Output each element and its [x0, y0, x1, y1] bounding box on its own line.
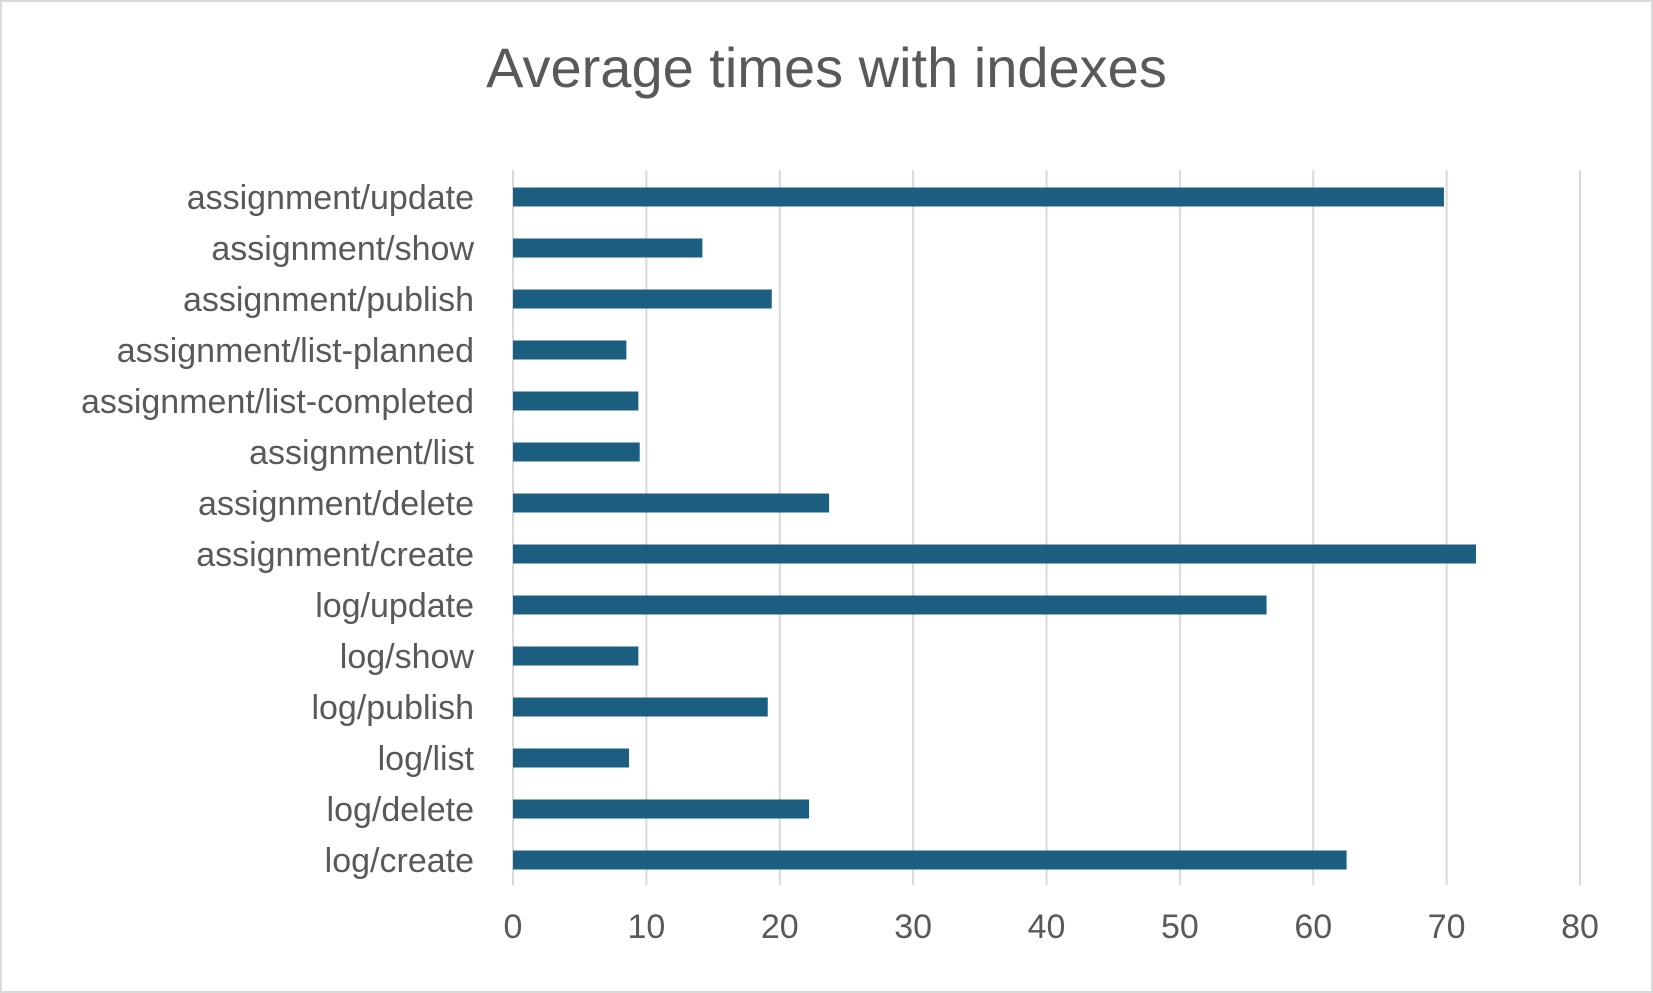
x-tick-label: 30 — [894, 908, 932, 946]
x-tick-label: 40 — [1028, 908, 1066, 946]
x-tick-label: 20 — [761, 908, 799, 946]
bar — [513, 646, 639, 666]
bar — [513, 850, 1347, 870]
category-label: log/create — [325, 842, 474, 880]
bar — [513, 595, 1267, 615]
bar — [513, 493, 830, 513]
category-label: log/publish — [311, 689, 474, 727]
category-label: assignment/create — [196, 536, 474, 574]
bar — [513, 289, 772, 309]
bar — [513, 187, 1444, 207]
bar — [513, 238, 703, 258]
x-tick-label: 10 — [627, 908, 665, 946]
bar — [513, 748, 630, 768]
category-label: assignment/delete — [198, 485, 474, 523]
x-tick-label: 70 — [1428, 908, 1466, 946]
x-tick-label: 60 — [1294, 908, 1332, 946]
bar — [513, 544, 1476, 564]
category-label: assignment/update — [187, 179, 474, 217]
bar — [513, 391, 639, 411]
x-tick-label: 0 — [504, 908, 523, 946]
category-label: log/delete — [327, 791, 474, 829]
bar — [513, 442, 640, 462]
chart-title: Average times with indexes — [486, 36, 1167, 99]
category-label: assignment/list-planned — [117, 332, 474, 370]
category-label: assignment/list-completed — [81, 383, 474, 421]
x-tick-label: 80 — [1561, 908, 1599, 946]
category-label: log/show — [340, 638, 475, 676]
category-label: assignment/publish — [183, 281, 474, 319]
category-label: assignment/list — [249, 434, 474, 472]
category-label: assignment/show — [211, 230, 474, 268]
category-label: log/update — [315, 587, 474, 625]
category-label: log/list — [378, 740, 475, 778]
bar — [513, 340, 627, 360]
bar — [513, 697, 768, 717]
x-tick-label: 50 — [1161, 908, 1199, 946]
bar — [513, 799, 810, 819]
